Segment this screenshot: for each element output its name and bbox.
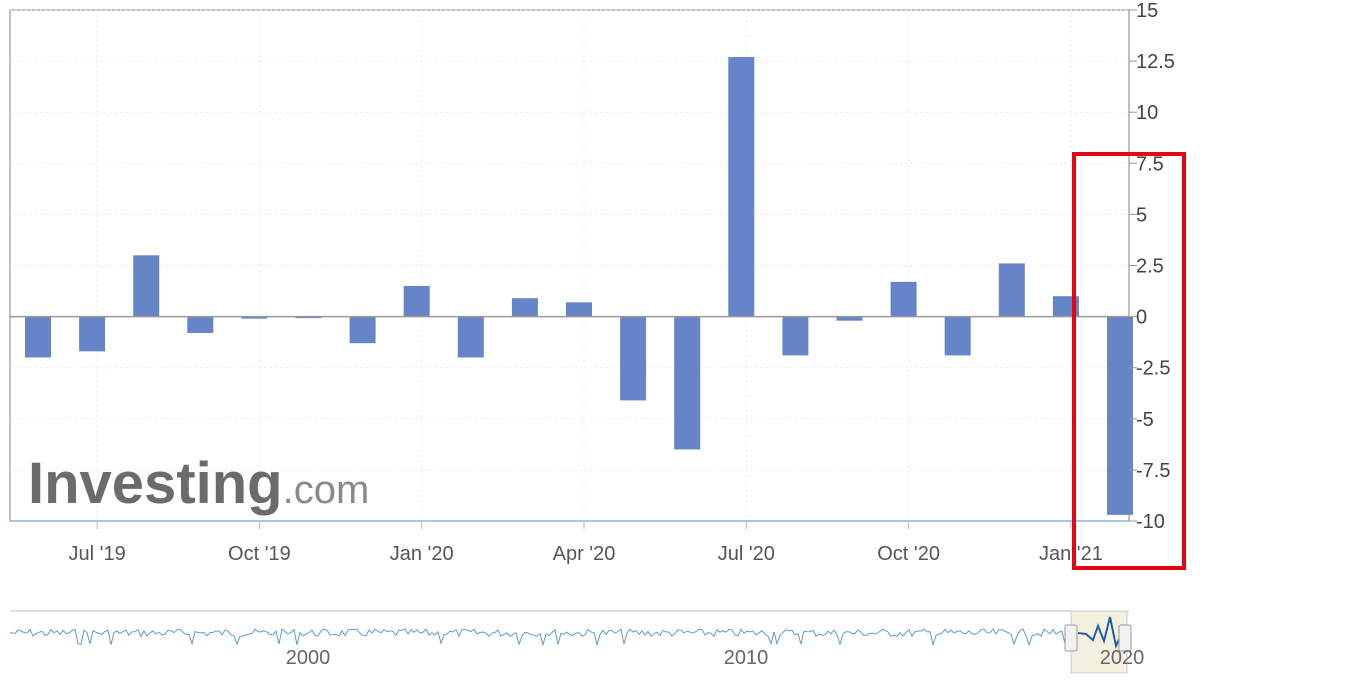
y-tick-label: -7.5 (1136, 460, 1170, 482)
navigator[interactable]: 2000 2010 2020 (9, 610, 1145, 674)
y-tick-label: -10 (1136, 511, 1165, 533)
navigator-label-2000: 2000 (286, 647, 331, 669)
y-tick-label: 15 (1136, 0, 1158, 22)
bar[interactable] (620, 316, 647, 401)
navigator-left-handle[interactable] (1064, 624, 1078, 652)
bar[interactable] (403, 285, 430, 317)
navigator-label-2010: 2010 (724, 647, 769, 669)
navigator-line (9, 628, 1066, 647)
logo-main-text: Investing (28, 451, 283, 516)
navigator-label-2020: 2020 (1100, 647, 1145, 669)
y-tick-label: 5 (1136, 204, 1147, 226)
bar[interactable] (728, 57, 755, 317)
bar[interactable] (25, 316, 51, 358)
x-tick-label: Jul '20 (718, 543, 775, 565)
y-axis: 15 12.5 10 7.5 5 2.5 0 -2.5 -5 -7.5 -10 (1129, 0, 1175, 533)
y-tick-label: 7.5 (1136, 153, 1164, 175)
x-tick-label: Jan '20 (390, 543, 454, 565)
logo-suffix-text: .com (283, 468, 370, 512)
investing-logo: Investing.com (28, 451, 369, 516)
y-tick-label: 2.5 (1136, 256, 1164, 278)
x-tick-label: Oct '19 (228, 543, 291, 565)
x-tick-label: Oct '20 (877, 543, 940, 565)
x-tick-label: Jan '21 (1039, 543, 1103, 565)
navigator-right-handle[interactable] (1118, 624, 1132, 652)
bar[interactable] (187, 316, 214, 333)
bar[interactable] (1107, 316, 1133, 515)
bar[interactable] (457, 316, 484, 358)
highlight-box (1072, 152, 1186, 570)
navigator-highlight-line (1077, 616, 1123, 650)
bar[interactable] (836, 316, 863, 321)
bar[interactable] (890, 281, 917, 317)
x-tick-label: Apr '20 (553, 543, 616, 565)
y-tick-label: 12.5 (1136, 51, 1175, 73)
svg-text:Investing.com: Investing.com (28, 451, 369, 516)
y-tick-label: -2.5 (1136, 358, 1170, 380)
bar[interactable] (79, 316, 106, 352)
bar-series (25, 57, 1133, 515)
bar[interactable] (782, 316, 809, 356)
bar[interactable] (944, 316, 971, 356)
bar[interactable] (511, 298, 538, 317)
bar[interactable] (241, 316, 268, 319)
x-tick-label: Jul '19 (69, 543, 126, 565)
bar[interactable] (998, 263, 1025, 317)
y-tick-label: -5 (1136, 409, 1154, 431)
bar[interactable] (349, 316, 376, 344)
y-tick-label: 0 (1136, 307, 1147, 329)
y-tick-label: 10 (1136, 102, 1158, 124)
bar[interactable] (674, 316, 701, 450)
x-axis: Jul '19 Oct '19 Jan '20 Apr '20 Jul '20 Oct '… (69, 521, 1103, 565)
bar[interactable] (566, 302, 592, 317)
bar[interactable] (133, 255, 160, 317)
